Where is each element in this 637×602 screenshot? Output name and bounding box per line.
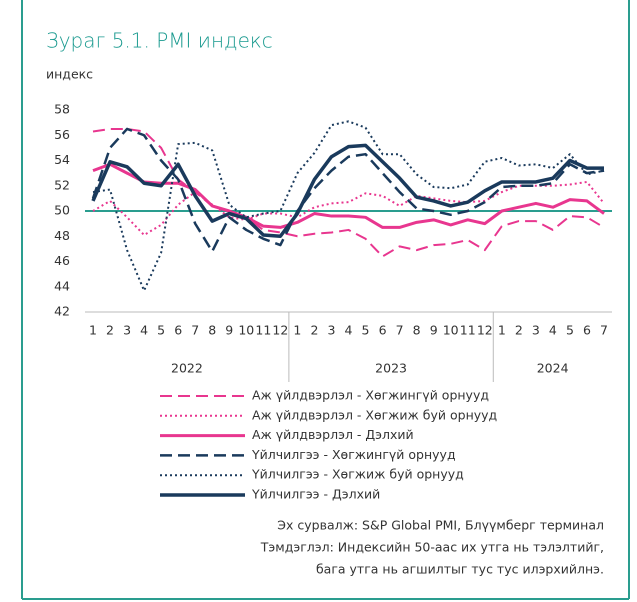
x-tick-label: 2 [310,323,318,338]
x-tick-label: 3 [327,323,335,338]
x-tick-label: 2 [515,323,523,338]
x-tick-label: 5 [566,323,574,338]
x-tick-label: 3 [532,323,540,338]
x-tick-label: 1 [498,323,506,338]
y-tick-label: 50 [54,203,70,218]
legend-label: Аж үйлдвэрлэл - Хөгжиж буй орнууд [252,407,497,422]
y-tick-label: 44 [54,278,70,293]
x-tick-label: 12 [477,323,493,338]
x-tick-label: 7 [191,323,199,338]
legend-label: Үйлчилгээ - Дэлхий [251,487,380,502]
x-tick-label: 5 [157,323,165,338]
y-tick-label: 58 [54,102,70,117]
x-tick-label: 7 [396,323,404,338]
y-axis-label: индекс [46,67,93,82]
x-tick-label: 3 [123,323,131,338]
note: Тэмдэглэл: Индексийн 50-аас их утга нь т… [260,540,604,555]
x-tick-label: 2 [106,323,114,338]
y-tick-label: 48 [54,228,70,243]
series-line [92,180,605,236]
y-tick-label: 54 [54,152,70,167]
note: бага утга нь агшилтыг тус тус илэрхийлнэ… [316,562,604,577]
x-tick-label: 10 [443,323,459,338]
x-tick-label: 9 [430,323,438,338]
y-tick-label: 46 [54,253,70,268]
y-tick-label: 42 [54,304,70,319]
x-tick-label: 6 [379,323,387,338]
x-tick-label: 10 [238,323,254,338]
year-label: 2023 [375,361,407,376]
x-tick-label: 12 [272,323,288,338]
chart-title: Зураг 5.1. PMI индекс [46,29,273,53]
x-tick-label: 8 [413,323,421,338]
legend-label: Үйлчилгээ - Хөгжингүй орнууд [251,447,456,462]
x-tick-label: 6 [174,323,182,338]
series-line [92,120,605,292]
x-tick-label: 4 [140,323,148,338]
note: Эх сурвалж: S&P Global PMI, Блүүмберг те… [277,518,604,533]
y-tick-label: 56 [54,127,70,142]
x-tick-label: 11 [255,323,271,338]
series-line [91,143,604,238]
x-tick-label: 4 [549,323,557,338]
x-tick-label: 7 [600,323,608,338]
y-tick-label: 52 [54,177,70,192]
x-tick-label: 9 [225,323,233,338]
legend-label: Аж үйлдвэрлэл - Дэлхий [252,427,414,442]
legend-label: Аж үйлдвэрлэл - Хөгжингүй орнууд [252,388,489,403]
x-tick-label: 1 [89,323,97,338]
series-line [91,127,605,253]
legend-label: Үйлчилгээ - Хөгжиж буй орнууд [251,467,464,482]
x-tick-label: 11 [460,323,476,338]
year-label: 2022 [171,361,203,376]
x-tick-label: 4 [345,323,353,338]
x-tick-label: 8 [208,323,216,338]
series-line [92,162,605,229]
x-tick-label: 1 [293,323,301,338]
x-tick-label: 6 [583,323,591,338]
x-tick-label: 5 [362,323,370,338]
year-label: 2024 [537,361,569,376]
